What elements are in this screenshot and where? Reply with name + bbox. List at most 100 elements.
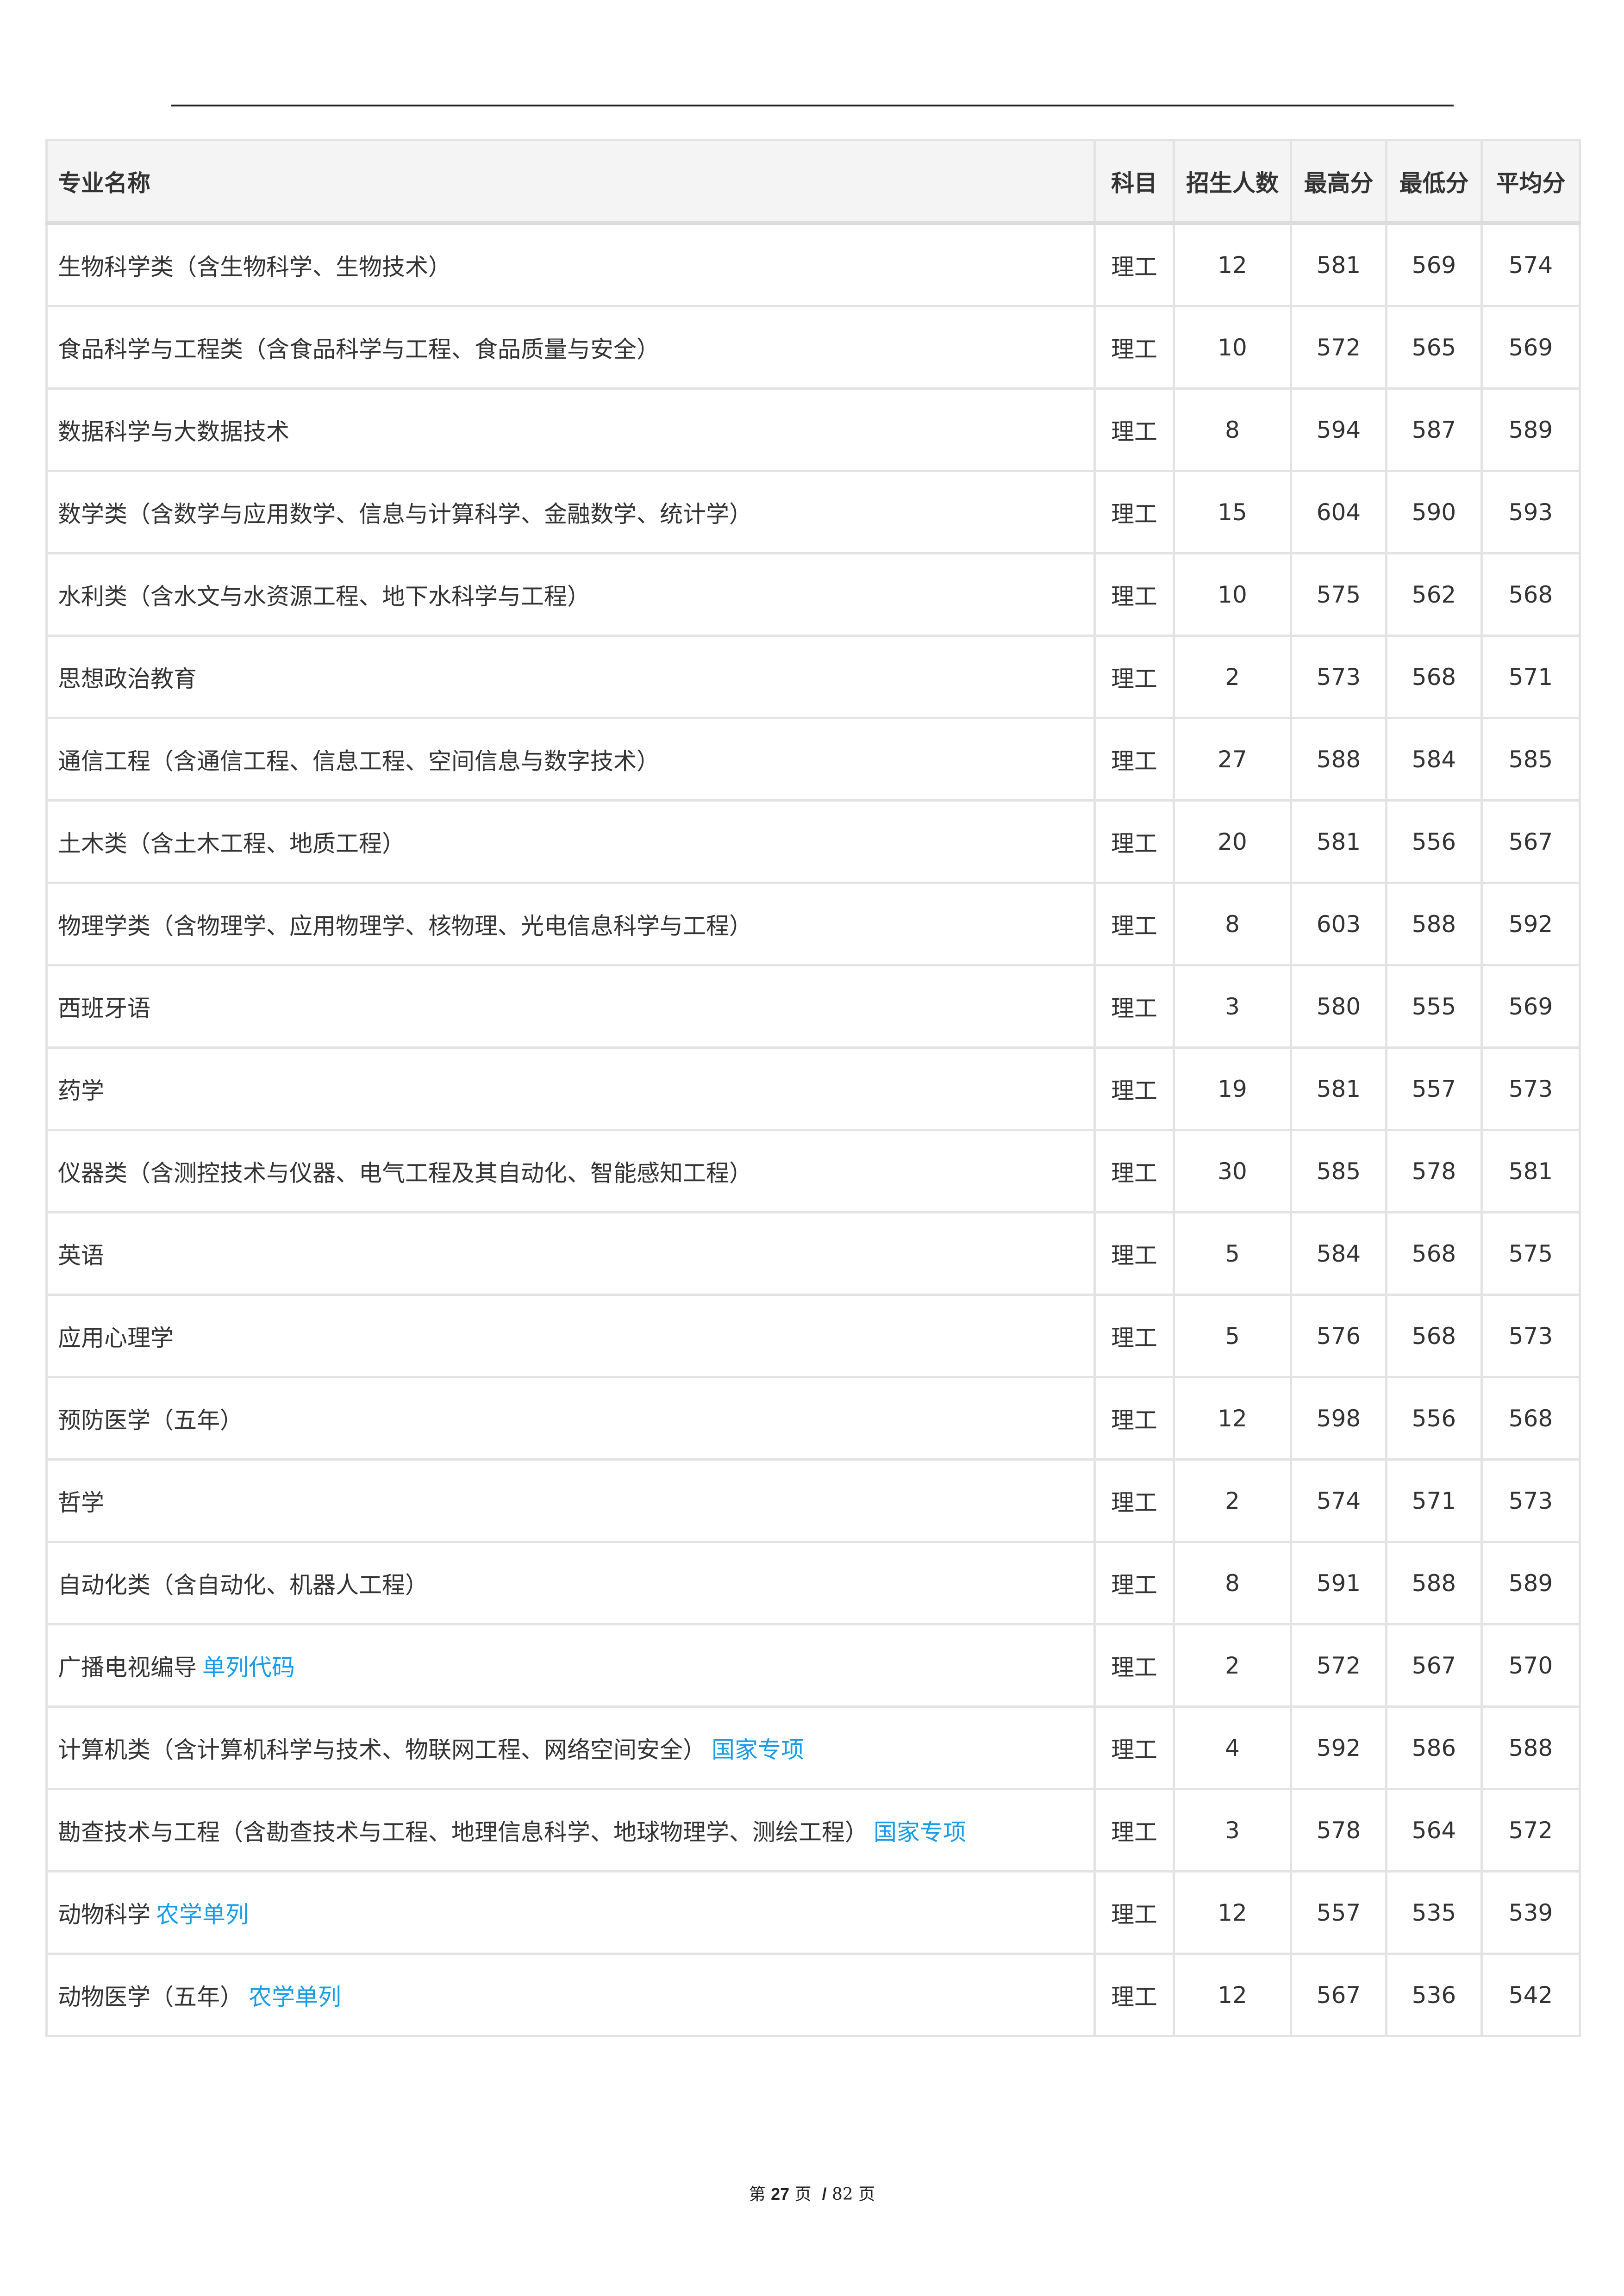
cell-max: 585 [1290, 1129, 1387, 1213]
major-name: 数据科学与大数据技术 [58, 418, 289, 445]
cell-max: 576 [1290, 1294, 1387, 1378]
cell-min: 555 [1385, 964, 1483, 1049]
cell-major: 土木类（含土木工程、地质工程） [45, 799, 1096, 884]
major-tag: 农学单列 [249, 1983, 341, 2010]
cell-count: 8 [1173, 1541, 1292, 1625]
major-name: 土木类（含土木工程、地质工程） [58, 830, 405, 857]
cell-major: 哲学 [45, 1458, 1096, 1543]
cell-avg: 569 [1480, 305, 1581, 390]
cell-max: 598 [1290, 1376, 1387, 1461]
cell-min: 564 [1385, 1788, 1483, 1873]
cell-subject: 理工 [1093, 1541, 1175, 1625]
cell-avg: 574 [1480, 222, 1581, 307]
cell-subject: 理工 [1093, 1705, 1175, 1790]
cell-major: 物理学类（含物理学、应用物理学、核物理、光电信息科学与工程） [45, 882, 1096, 966]
cell-count: 15 [1173, 470, 1292, 554]
major-name: 自动化类（含自动化、机器人工程） [58, 1571, 428, 1599]
cell-max: 604 [1290, 470, 1387, 554]
cell-min: 536 [1385, 1953, 1483, 2037]
cell-min: 568 [1385, 635, 1483, 719]
cell-max: 572 [1290, 305, 1387, 390]
cell-avg: 570 [1480, 1623, 1581, 1708]
major-name: 数学类（含数学与应用数学、信息与计算科学、金融数学、统计学） [58, 500, 752, 528]
cell-count: 12 [1173, 1376, 1292, 1461]
major-name: 计算机类（含计算机科学与技术、物联网工程、网络空间安全） [58, 1736, 706, 1763]
major-name: 预防医学（五年） [58, 1406, 243, 1434]
cell-avg: 568 [1480, 552, 1581, 637]
major-name: 药学 [58, 1077, 104, 1104]
table-row: 食品科学与工程类（含食品科学与工程、食品质量与安全） 理工 10 572 565 569 [45, 305, 1581, 390]
footer-prefix: 第 [749, 2185, 766, 2204]
cell-avg: 592 [1480, 882, 1581, 966]
cell-count: 2 [1173, 1623, 1292, 1708]
cell-avg: 573 [1480, 1046, 1581, 1131]
table-row: 动物科学 农学单列 理工 12 557 535 539 [45, 1870, 1581, 1955]
cell-max: 588 [1290, 717, 1387, 802]
cell-min: 535 [1385, 1870, 1483, 1955]
cell-count: 10 [1173, 552, 1292, 637]
cell-count: 2 [1173, 635, 1292, 719]
cell-subject: 理工 [1093, 1211, 1175, 1296]
cell-subject: 理工 [1093, 635, 1175, 719]
cell-avg: 573 [1480, 1458, 1581, 1543]
header-min: 最低分 [1385, 139, 1483, 225]
current-page: 27 [771, 2184, 790, 2203]
cell-min: 567 [1385, 1623, 1483, 1708]
major-tag: 单列代码 [202, 1654, 295, 1681]
cell-subject: 理工 [1093, 1129, 1175, 1213]
footer-sep: / [822, 2184, 827, 2203]
cell-count: 3 [1173, 1788, 1292, 1873]
table-row: 思想政治教育 理工 2 573 568 571 [45, 635, 1581, 719]
admission-scores-table: 专业名称 科目 招生人数 最高分 最低分 平均分 生物科学类（含生物科学、生物技… [45, 139, 1581, 2037]
cell-min: 556 [1385, 799, 1483, 884]
table-row: 应用心理学 理工 5 576 568 573 [45, 1294, 1581, 1378]
cell-major: 动物科学 农学单列 [45, 1870, 1096, 1955]
cell-major: 西班牙语 [45, 964, 1096, 1049]
cell-avg: 593 [1480, 470, 1581, 554]
table-row: 英语 理工 5 584 568 575 [45, 1211, 1581, 1296]
cell-min: 590 [1385, 470, 1483, 554]
cell-subject: 理工 [1093, 964, 1175, 1049]
major-name: 仪器类（含测控技术与仪器、电气工程及其自动化、智能感知工程） [58, 1159, 752, 1187]
table-row: 动物医学（五年） 农学单列 理工 12 567 536 542 [45, 1953, 1581, 2037]
cell-subject: 理工 [1093, 1788, 1175, 1873]
cell-major: 水利类（含水文与水资源工程、地下水科学与工程） [45, 552, 1096, 637]
cell-min: 587 [1385, 387, 1483, 472]
cell-avg: 568 [1480, 1376, 1581, 1461]
footer-mid: 页 [794, 2185, 812, 2204]
cell-avg: 581 [1480, 1129, 1581, 1213]
cell-count: 2 [1173, 1458, 1292, 1543]
cell-count: 12 [1173, 222, 1292, 307]
cell-count: 19 [1173, 1046, 1292, 1131]
cell-min: 586 [1385, 1705, 1483, 1790]
table-row: 西班牙语 理工 3 580 555 569 [45, 964, 1581, 1049]
cell-subject: 理工 [1093, 305, 1175, 390]
cell-major: 动物医学（五年） 农学单列 [45, 1953, 1096, 2037]
major-name: 应用心理学 [58, 1324, 174, 1351]
cell-major: 应用心理学 [45, 1294, 1096, 1378]
cell-avg: 585 [1480, 717, 1581, 802]
table-row: 药学 理工 19 581 557 573 [45, 1046, 1581, 1131]
cell-count: 30 [1173, 1129, 1292, 1213]
cell-major: 数学类（含数学与应用数学、信息与计算科学、金融数学、统计学） [45, 470, 1096, 554]
cell-max: 603 [1290, 882, 1387, 966]
cell-major: 药学 [45, 1046, 1096, 1131]
cell-max: 581 [1290, 799, 1387, 884]
cell-min: 568 [1385, 1294, 1483, 1378]
cell-min: 565 [1385, 305, 1483, 390]
cell-major: 广播电视编导 单列代码 [45, 1623, 1096, 1708]
cell-avg: 539 [1480, 1870, 1581, 1955]
cell-max: 580 [1290, 964, 1387, 1049]
header-rule [171, 105, 1454, 106]
cell-avg: 588 [1480, 1705, 1581, 1790]
table-row: 生物科学类（含生物科学、生物技术） 理工 12 581 569 574 [45, 222, 1581, 307]
cell-max: 572 [1290, 1623, 1387, 1708]
cell-subject: 理工 [1093, 717, 1175, 802]
cell-subject: 理工 [1093, 470, 1175, 554]
cell-min: 578 [1385, 1129, 1483, 1213]
cell-max: 573 [1290, 635, 1387, 719]
cell-max: 584 [1290, 1211, 1387, 1296]
footer-suffix: 页 [858, 2185, 875, 2204]
cell-count: 8 [1173, 882, 1292, 966]
cell-max: 592 [1290, 1705, 1387, 1790]
